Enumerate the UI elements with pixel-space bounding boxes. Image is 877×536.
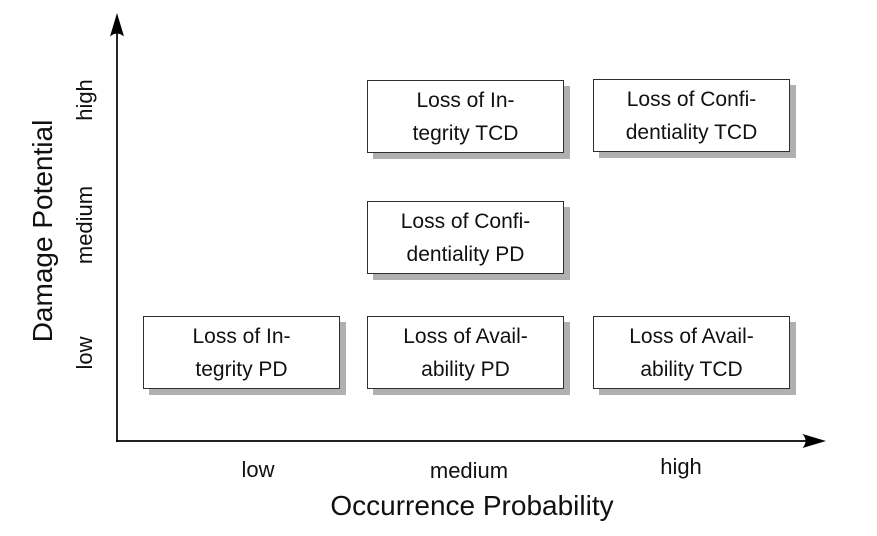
box-label-line: dentiality TCD	[625, 120, 758, 144]
box-label-line: Loss of In-	[192, 324, 291, 348]
box-label-line: tegrity TCD	[412, 121, 519, 145]
x-axis-arrow-icon	[802, 434, 826, 448]
x-tick-low: low	[241, 457, 275, 482]
box-label-line: tegrity PD	[195, 357, 288, 381]
matrix-box-loss-of-availability-tcd: Loss of Avail- ability TCD	[593, 316, 790, 389]
y-tick-medium: medium	[72, 185, 97, 265]
matrix-box-loss-of-integrity-pd: Loss of In- tegrity PD	[143, 316, 340, 389]
box-label-line: Loss of Confi-	[400, 209, 531, 233]
y-tick-low: low	[72, 336, 97, 370]
matrix-box-loss-of-confidentiality-tcd: Loss of Confi- dentiality TCD	[593, 79, 790, 152]
matrix-box-loss-of-availability-pd: Loss of Avail- ability PD	[367, 316, 564, 389]
box-label-line: ability PD	[421, 357, 510, 381]
box-label-line: Loss of Confi-	[626, 87, 757, 111]
x-tick-high: high	[660, 454, 702, 479]
box-label-line: Loss of In-	[416, 88, 515, 112]
box-label-line: Loss of Avail-	[403, 324, 528, 348]
y-axis-arrow-icon	[110, 13, 124, 37]
box-label-line: ability TCD	[640, 357, 743, 381]
y-axis-title: Damage Potential	[27, 119, 58, 343]
box-label-line: dentiality PD	[406, 242, 525, 266]
y-tick-high: high	[72, 79, 97, 121]
box-label-line: Loss of Avail-	[629, 324, 754, 348]
x-tick-medium: medium	[429, 458, 509, 483]
x-axis-title: Occurrence Probability	[330, 490, 614, 521]
matrix-box-loss-of-confidentiality-pd: Loss of Confi- dentiality PD	[367, 201, 564, 274]
matrix-box-loss-of-integrity-tcd: Loss of In- tegrity TCD	[367, 80, 564, 153]
